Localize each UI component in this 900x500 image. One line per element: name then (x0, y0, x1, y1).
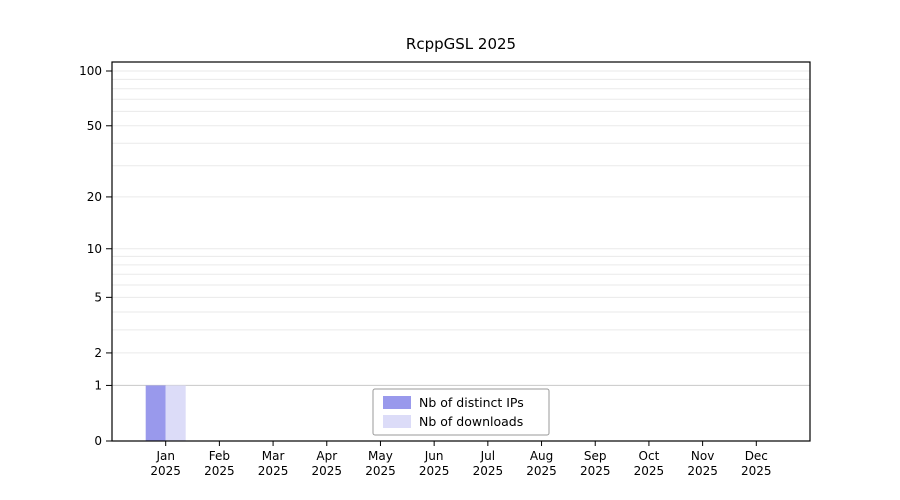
x-label-month-dec: Dec (745, 449, 768, 463)
y-label-2: 2 (94, 346, 102, 360)
x-label-month-apr: Apr (316, 449, 337, 463)
x-label-month-jun: Jun (424, 449, 444, 463)
legend-label-nb-of-downloads: Nb of downloads (419, 414, 523, 429)
x-label-month-sep: Sep (584, 449, 607, 463)
x-label-year-mar: 2025 (258, 464, 289, 478)
x-label-year-jan: 2025 (150, 464, 181, 478)
x-label-year-dec: 2025 (741, 464, 772, 478)
y-label-100: 100 (79, 64, 102, 78)
y-label-10: 10 (87, 242, 102, 256)
x-label-month-oct: Oct (639, 449, 660, 463)
y-label-50: 50 (87, 119, 102, 133)
x-label-year-may: 2025 (365, 464, 396, 478)
x-label-month-nov: Nov (691, 449, 714, 463)
bar-nb-of-downloads-jan (165, 385, 186, 441)
y-label-5: 5 (94, 290, 102, 304)
legend-swatch-nb-of-downloads (383, 415, 411, 428)
plot-frame (111, 61, 811, 442)
y-label-1: 1 (94, 378, 102, 392)
x-label-month-jul: Jul (480, 449, 495, 463)
x-label-year-feb: 2025 (204, 464, 235, 478)
x-label-month-jan: Jan (155, 449, 175, 463)
x-label-year-oct: 2025 (634, 464, 665, 478)
x-label-month-feb: Feb (209, 449, 230, 463)
x-label-month-may: May (368, 449, 393, 463)
x-label-year-jul: 2025 (473, 464, 504, 478)
x-label-year-aug: 2025 (526, 464, 557, 478)
legend-label-nb-of-distinct-ips: Nb of distinct IPs (419, 395, 524, 410)
legend-box (372, 388, 550, 436)
legend-swatch-nb-of-distinct-ips (383, 396, 411, 409)
y-label-0: 0 (94, 434, 102, 448)
x-label-year-nov: 2025 (687, 464, 718, 478)
chart-title: RcppGSL 2025 (405, 35, 517, 53)
y-label-20: 20 (87, 190, 102, 204)
x-label-month-mar: Mar (262, 449, 285, 463)
x-label-month-aug: Aug (530, 449, 553, 463)
x-label-year-sep: 2025 (580, 464, 611, 478)
bar-nb-of-distinct-ips-jan (145, 385, 166, 441)
x-label-year-apr: 2025 (311, 464, 342, 478)
x-label-year-jun: 2025 (419, 464, 450, 478)
